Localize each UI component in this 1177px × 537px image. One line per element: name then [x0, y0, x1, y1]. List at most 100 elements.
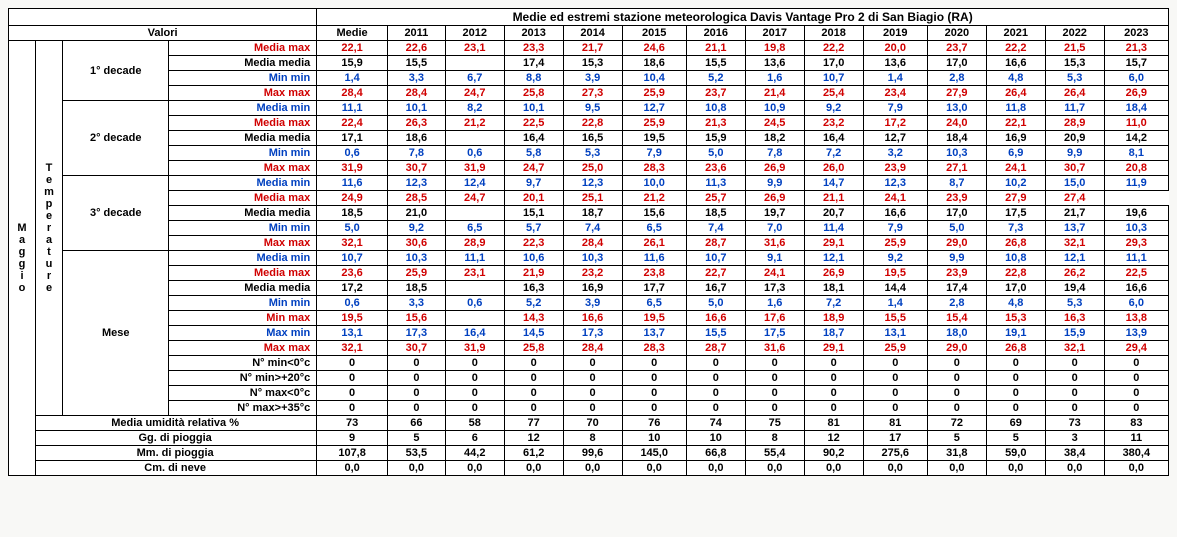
- value-cell: 0,0: [445, 461, 504, 476]
- value-cell: 26,9: [804, 266, 863, 281]
- value-cell: 7,2: [804, 296, 863, 311]
- value-cell: 0: [927, 356, 986, 371]
- value-cell: 22,3: [504, 236, 563, 251]
- value-cell: 30,7: [387, 161, 445, 176]
- value-cell: 9,2: [387, 221, 445, 236]
- value-cell: 3,9: [563, 71, 622, 86]
- value-cell: 10,0: [622, 176, 686, 191]
- value-cell: 21,1: [804, 191, 863, 206]
- value-cell: 0: [986, 386, 1045, 401]
- value-cell: 9,2: [804, 101, 863, 116]
- value-cell: 21,7: [563, 41, 622, 56]
- value-cell: 53,5: [387, 446, 445, 461]
- value-cell: 0: [563, 401, 622, 416]
- value-cell: 0: [927, 386, 986, 401]
- col-header: 2016: [686, 26, 745, 41]
- bottom-label: Media umidità relativa %: [36, 416, 317, 431]
- value-cell: 13,7: [1045, 221, 1104, 236]
- temp-letter: a: [40, 234, 58, 246]
- value-cell: 26,8: [986, 341, 1045, 356]
- value-cell: 19,5: [863, 266, 927, 281]
- value-cell: 11: [1104, 431, 1168, 446]
- value-cell: 0: [863, 356, 927, 371]
- value-cell: 11,0: [1104, 116, 1168, 131]
- value-cell: 24,7: [445, 191, 504, 206]
- value-cell: 0: [1045, 401, 1104, 416]
- row-label: Max min: [169, 326, 317, 341]
- value-cell: 0: [504, 401, 563, 416]
- value-cell: 28,9: [445, 236, 504, 251]
- value-cell: 11,1: [445, 251, 504, 266]
- value-cell: 12,7: [622, 101, 686, 116]
- value-cell: 0: [622, 356, 686, 371]
- value-cell: 4,8: [986, 71, 1045, 86]
- value-cell: 12,7: [863, 131, 927, 146]
- value-cell: 0: [745, 386, 804, 401]
- value-cell: 15,6: [622, 206, 686, 221]
- value-cell: 21,3: [1104, 41, 1168, 56]
- value-cell: 17,1: [317, 131, 388, 146]
- month-letter: M: [13, 222, 31, 234]
- value-cell: 16,6: [986, 56, 1045, 71]
- value-cell: 81: [804, 416, 863, 431]
- value-cell: 6,0: [1104, 296, 1168, 311]
- value-cell: [445, 206, 504, 221]
- row-label: Min min: [169, 71, 317, 86]
- value-cell: 12,3: [387, 176, 445, 191]
- value-cell: 0: [622, 401, 686, 416]
- value-cell: 11,1: [317, 101, 388, 116]
- row-label: Max max: [169, 86, 317, 101]
- value-cell: 44,2: [445, 446, 504, 461]
- value-cell: 23,1: [445, 266, 504, 281]
- value-cell: 5,3: [1045, 71, 1104, 86]
- value-cell: 13,9: [1104, 326, 1168, 341]
- value-cell: 26,8: [986, 236, 1045, 251]
- value-cell: 21,3: [686, 116, 745, 131]
- temp-letter: m: [40, 186, 58, 198]
- value-cell: 5,3: [563, 146, 622, 161]
- row-label: Media max: [169, 116, 317, 131]
- value-cell: 10,1: [387, 101, 445, 116]
- value-cell: 15,5: [387, 56, 445, 71]
- value-cell: 24,1: [863, 191, 927, 206]
- value-cell: 19,5: [622, 311, 686, 326]
- value-cell: 14,7: [804, 176, 863, 191]
- value-cell: 32,1: [317, 341, 388, 356]
- value-cell: 9,9: [1045, 146, 1104, 161]
- value-cell: 21,0: [387, 206, 445, 221]
- value-cell: 17,0: [986, 281, 1045, 296]
- value-cell: 0: [1104, 386, 1168, 401]
- value-cell: 24,5: [745, 116, 804, 131]
- value-cell: 12,3: [863, 176, 927, 191]
- value-cell: 76: [622, 416, 686, 431]
- value-cell: 0: [1104, 356, 1168, 371]
- value-cell: [445, 131, 504, 146]
- value-cell: 18,1: [804, 281, 863, 296]
- value-cell: 9,9: [927, 251, 986, 266]
- value-cell: 0: [445, 401, 504, 416]
- month-letter: o: [13, 282, 31, 294]
- value-cell: 28,9: [1045, 116, 1104, 131]
- value-cell: 6,5: [622, 296, 686, 311]
- value-cell: 25,7: [686, 191, 745, 206]
- value-cell: 0: [317, 371, 388, 386]
- value-cell: 22,1: [986, 116, 1045, 131]
- meteo-table-container: Medie ed estremi stazione meteorologica …: [8, 8, 1169, 476]
- value-cell: 10,7: [317, 251, 388, 266]
- value-cell: 0,0: [686, 461, 745, 476]
- row-label: Media min: [169, 101, 317, 116]
- row-label: Media media: [169, 206, 317, 221]
- value-cell: 22,2: [804, 41, 863, 56]
- value-cell: 0: [804, 356, 863, 371]
- value-cell: 13,1: [863, 326, 927, 341]
- value-cell: 13,1: [317, 326, 388, 341]
- value-cell: 6,7: [445, 71, 504, 86]
- value-cell: 16,3: [1045, 311, 1104, 326]
- value-cell: 2,8: [927, 71, 986, 86]
- value-cell: 31,9: [445, 161, 504, 176]
- value-cell: 23,9: [927, 266, 986, 281]
- col-header: 2013: [504, 26, 563, 41]
- value-cell: 0: [804, 371, 863, 386]
- row-label: N° min<0°c: [169, 356, 317, 371]
- value-cell: 28,4: [563, 341, 622, 356]
